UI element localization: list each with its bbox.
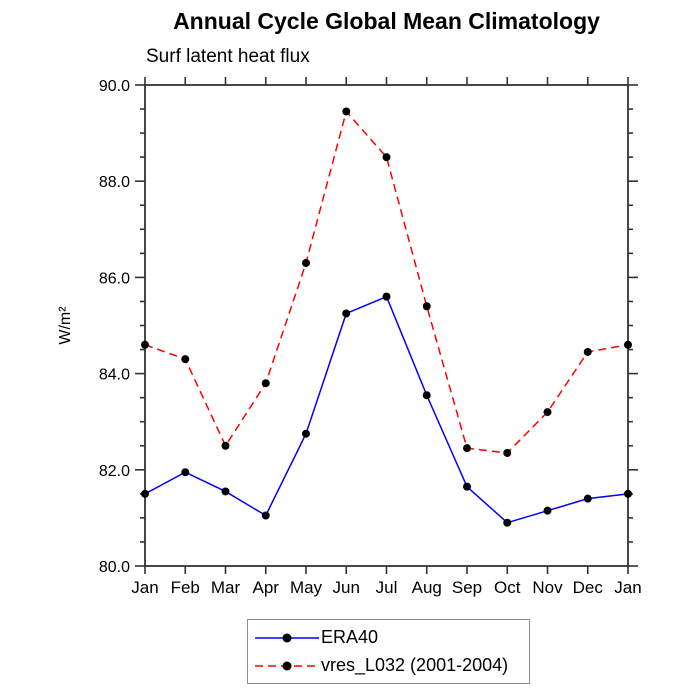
data-point-marker-era40 xyxy=(221,487,230,496)
series-line-era40 xyxy=(144,295,629,524)
y-tick-label: 82.0 xyxy=(99,463,130,480)
data-point-marker-vres-l032 xyxy=(342,107,351,116)
data-point-marker-vres-l032 xyxy=(422,302,431,311)
x-tick-label: Feb xyxy=(171,578,200,597)
data-point-marker-vres-l032 xyxy=(141,340,149,349)
y-tick-label: 84.0 xyxy=(99,367,130,384)
legend-box: ERA40 vres_L032 (2001-2004) xyxy=(247,619,530,684)
legend-label-vres-l032: vres_L032 (2001-2004) xyxy=(321,655,509,675)
data-point-marker-era40 xyxy=(261,511,270,520)
x-tick-label: Jul xyxy=(376,578,398,597)
x-tick-label: Jan xyxy=(614,578,641,597)
data-point-marker-era40 xyxy=(583,494,592,503)
x-tick-label: Nov xyxy=(532,578,563,597)
y-tick-label: 86.0 xyxy=(99,270,130,287)
data-point-marker-vres-l032 xyxy=(543,408,552,417)
data-point-marker-era40 xyxy=(181,468,190,477)
data-point-marker-vres-l032 xyxy=(181,355,190,364)
data-point-marker-era40 xyxy=(141,489,149,498)
x-tick-label: Sep xyxy=(452,578,482,597)
data-point-marker-era40 xyxy=(422,391,431,400)
x-tick-label: Aug xyxy=(412,578,442,597)
x-tick-label: Jan xyxy=(131,578,158,597)
data-point-marker-vres-l032 xyxy=(624,340,632,349)
data-point-marker-vres-l032 xyxy=(221,441,230,450)
x-tick-label: May xyxy=(290,578,323,597)
legend-item-vres-l032: vres_L032 (2001-2004) xyxy=(254,655,529,676)
x-tick-label: Dec xyxy=(573,578,604,597)
data-point-marker-era40 xyxy=(302,429,310,438)
series-line-vres-l032 xyxy=(144,109,629,454)
era40-line-sample xyxy=(255,633,319,642)
x-tick-label: Mar xyxy=(211,578,241,597)
y-axis-label: W/m² xyxy=(57,306,74,345)
x-tick-label: Oct xyxy=(494,578,521,597)
data-point-marker-vres-l032 xyxy=(463,444,471,453)
data-point-marker-vres-l032 xyxy=(503,448,512,457)
data-point-marker-era40 xyxy=(382,292,391,301)
data-point-marker-vres-l032 xyxy=(261,379,270,388)
y-tick-label: 80.0 xyxy=(99,559,130,576)
legend-label-era40: ERA40 xyxy=(321,627,379,647)
y-tick-label: 90.0 xyxy=(99,78,130,95)
y-tick-label: 88.0 xyxy=(99,174,130,191)
data-point-marker-era40 xyxy=(342,309,351,318)
x-tick-label: Apr xyxy=(253,578,280,597)
data-point-marker-era40 xyxy=(543,506,552,515)
data-point-marker-vres-l032 xyxy=(382,153,391,162)
x-tick-label: Jun xyxy=(333,578,360,597)
data-point-marker-vres-l032 xyxy=(583,347,592,356)
data-point-marker-era40 xyxy=(503,518,512,527)
data-point-marker-vres-l032 xyxy=(302,258,310,267)
legend-item-era40: ERA40 xyxy=(254,627,529,648)
data-point-marker-era40 xyxy=(463,482,471,491)
chart-subtitle: Surf latent heat flux xyxy=(146,46,310,67)
chart-title: Annual Cycle Global Mean Climatology xyxy=(173,8,600,34)
data-point-marker-era40 xyxy=(624,489,632,498)
vres-l032-line-sample xyxy=(255,661,319,670)
